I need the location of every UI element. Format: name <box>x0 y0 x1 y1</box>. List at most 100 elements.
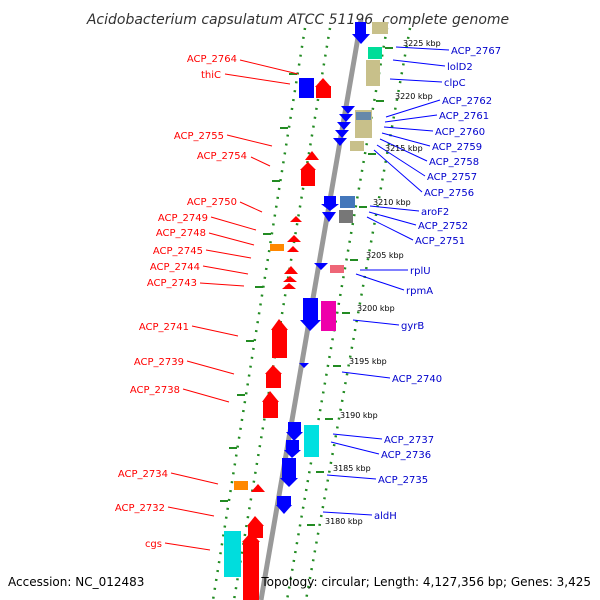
scale-tick-labels: 3225 kbp 3220 kbp 3215 kbp 3210 kbp 3205… <box>325 39 441 526</box>
gene-rpmA-block <box>330 265 344 273</box>
gene-label: ACP_2761 <box>439 111 489 122</box>
track-ticks <box>220 47 393 526</box>
gene-ACP-2738-arrow-head <box>262 391 279 402</box>
gene-label: ACP_2759 <box>432 142 482 153</box>
gene-label: thiC <box>201 70 221 81</box>
gene-ACP-2736-block <box>304 425 319 457</box>
tick-label: 3190 kbp <box>340 411 378 420</box>
gene-ACP-2752-block <box>340 196 355 208</box>
gene-ACP-2739-arrow-head <box>265 365 282 374</box>
gene-ACP-2759-arrow <box>335 130 349 138</box>
gene-ACP-2735-arrow <box>282 458 296 478</box>
gene-label: aldH <box>374 511 397 522</box>
tick-label: 3185 kbp <box>333 464 371 473</box>
gene-label: ACP_2760 <box>435 127 485 138</box>
left-leader-lines <box>164 59 299 551</box>
gene-label: ACP_2762 <box>442 96 492 107</box>
gene-label: ACP_2738 <box>130 385 180 396</box>
gene-ACP-2744-arrow <box>283 276 297 282</box>
gene-gyrB-arrow <box>303 298 318 320</box>
gene-label: ACP_2734 <box>118 469 168 480</box>
gene-ACP-2745-arrow <box>284 266 298 274</box>
gene-clpC-block <box>366 60 380 86</box>
gene-ACP-2734-arrow <box>251 484 265 492</box>
gene-label: ACP_2757 <box>427 172 477 183</box>
gene-cgs-cyan-block <box>224 531 241 577</box>
gene-ACP-2736-arrow <box>286 440 299 450</box>
gene-label: ACP_2745 <box>153 246 203 257</box>
gene-ACP-2756-block <box>350 141 364 151</box>
gene-ACP-2764-block <box>299 78 314 98</box>
gene-label: ACP_2735 <box>378 475 428 486</box>
gene-ACP-2732-arrow-head <box>247 516 264 526</box>
gene-ACP-2734-block <box>234 481 248 490</box>
left-outer-dotted-track <box>211 27 307 600</box>
gene-ACP-2767-arrow-head <box>352 34 370 44</box>
gene-label: ACP_2744 <box>150 262 200 273</box>
tick-label: 3200 kbp <box>357 304 395 313</box>
gene-label: rpmA <box>406 286 433 297</box>
gene-cgs-block <box>243 542 259 600</box>
gene-label: ACP_2732 <box>115 503 165 514</box>
gene-ACP-2749-arrow <box>287 235 301 242</box>
gene-ACP-2758-arrow <box>333 138 347 146</box>
gene-ACP-2750-arrow <box>290 216 302 222</box>
gene-label: ACP_2741 <box>139 322 189 333</box>
gene-cgs-arrow-head <box>242 532 260 542</box>
gene-label: ACP_2751 <box>415 236 465 247</box>
gene-ACP-2751-arrow <box>322 212 336 222</box>
gene-label: rplU <box>410 266 431 277</box>
gene-label: clpC <box>444 78 466 89</box>
gene-ACP-2762-arrow <box>341 106 355 114</box>
tick-label: 3225 kbp <box>403 39 441 48</box>
segment-grey <box>339 210 353 223</box>
forward-strand-features <box>224 78 331 600</box>
gene-ACP-2741-block <box>272 330 287 358</box>
gene-ACP-2754-block <box>301 170 315 186</box>
gene-label: ACP_2736 <box>381 450 431 461</box>
gene-label: ACP_2752 <box>418 221 468 232</box>
gene-label: lolD2 <box>447 62 473 73</box>
tick-label: 3180 kbp <box>325 517 363 526</box>
gene-ACP-2738-block <box>263 402 278 418</box>
gene-label: ACP_2748 <box>156 228 206 239</box>
right-gene-labels: ACP_2767 lolD2 clpC ACP_2762 ACP_2761 AC… <box>374 46 501 522</box>
gene-aroF2-arrow <box>324 196 336 204</box>
gene-aroF2-arrow-head <box>321 204 339 211</box>
topology-text: Topology: circular; Length: 4,127,356 bp… <box>260 575 591 589</box>
map-title: Acidobacterium capsulatum ATCC 51196, co… <box>86 12 509 28</box>
accession-text: Accession: NC_012483 <box>8 575 144 589</box>
gene-lolD2-block <box>368 47 382 59</box>
gene-label: ACP_2758 <box>429 157 479 168</box>
tick-label: 3210 kbp <box>373 198 411 207</box>
dotted-tracks <box>211 27 412 600</box>
tick-label: 3205 kbp <box>366 251 404 260</box>
gene-ACP-2739-block <box>266 374 281 388</box>
gene-ACP-2767-arrow <box>355 22 366 34</box>
gene-aldH-arrow <box>277 496 291 505</box>
left-inner-dotted-track <box>232 27 332 600</box>
gene-ACP-2748-arrow <box>287 246 299 252</box>
gene-gyrB-block <box>321 301 336 331</box>
gene-aldH-arrow-head <box>276 505 292 514</box>
gene-ACP-2755-arrow <box>305 151 319 160</box>
gene-label: ACP_2739 <box>134 357 184 368</box>
segment-beige-1 <box>372 22 388 34</box>
gene-ACP-2737-arrow <box>288 422 301 432</box>
gene-ACP-2761-arrow <box>339 114 353 122</box>
gene-label: aroF2 <box>421 207 449 218</box>
gene-rplU-arrow <box>314 263 328 270</box>
left-gene-labels: ACP_2764 thiC ACP_2755 ACP_2754 ACP_2750… <box>115 54 247 550</box>
gene-label: ACP_2737 <box>384 435 434 446</box>
gene-ACP-2741-arrow-head <box>271 319 288 330</box>
gene-label: ACP_2755 <box>174 131 224 142</box>
gene-label: ACP_2743 <box>147 278 197 289</box>
gene-ACP-2760-arrow <box>337 122 351 130</box>
gene-thiC-block <box>316 86 331 98</box>
gene-label: ACP_2749 <box>158 213 208 224</box>
gene-label: cgs <box>145 539 162 550</box>
gene-ACP-2737-arrow-head <box>286 432 303 441</box>
gene-label: ACP_2756 <box>424 188 474 199</box>
